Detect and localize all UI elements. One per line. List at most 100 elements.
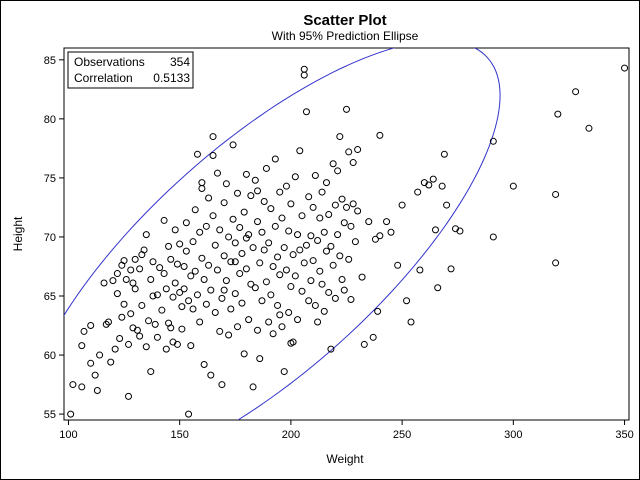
data-point xyxy=(165,319,173,327)
data-point xyxy=(238,249,246,257)
data-point xyxy=(229,215,237,223)
data-point xyxy=(316,214,324,222)
data-point xyxy=(294,231,302,239)
data-point xyxy=(104,318,112,326)
inset-observations-label: Observations xyxy=(74,55,145,69)
data-point xyxy=(621,64,629,72)
data-point xyxy=(205,261,213,269)
data-point xyxy=(254,218,262,226)
data-point xyxy=(205,194,213,202)
data-point xyxy=(267,205,275,213)
data-point xyxy=(249,244,257,252)
data-point xyxy=(276,188,284,196)
data-point xyxy=(434,284,442,292)
data-point xyxy=(300,259,308,267)
data-point xyxy=(180,285,188,293)
data-point xyxy=(107,358,115,366)
data-point xyxy=(171,226,179,234)
data-point xyxy=(258,228,266,236)
inset-observations-value: 354 xyxy=(170,55,190,69)
data-point xyxy=(213,266,221,274)
data-point xyxy=(173,260,181,268)
data-point xyxy=(182,219,190,227)
data-point xyxy=(127,266,135,274)
data-point xyxy=(274,253,282,261)
data-point xyxy=(218,381,226,389)
data-point xyxy=(127,310,135,318)
data-point xyxy=(225,331,233,339)
data-point xyxy=(554,110,562,118)
data-point xyxy=(100,279,108,287)
data-point xyxy=(265,318,273,326)
data-point xyxy=(438,182,446,190)
data-point xyxy=(138,301,146,309)
data-point xyxy=(572,88,580,96)
data-point xyxy=(267,291,275,299)
data-point xyxy=(211,241,219,249)
data-point xyxy=(265,239,273,247)
data-point xyxy=(160,270,168,278)
data-point xyxy=(340,219,348,227)
data-point xyxy=(191,206,199,214)
data-point xyxy=(278,214,286,222)
data-point xyxy=(118,313,126,321)
data-point xyxy=(193,150,201,158)
data-point xyxy=(294,316,302,324)
data-point xyxy=(271,155,279,163)
data-point xyxy=(349,159,357,167)
data-point xyxy=(111,345,119,353)
data-point xyxy=(338,195,346,203)
x-tick-label: 300 xyxy=(504,429,522,441)
data-point xyxy=(220,286,228,294)
x-tick-label: 100 xyxy=(59,429,77,441)
data-point xyxy=(318,280,326,288)
data-point xyxy=(216,226,224,234)
data-point xyxy=(247,192,255,200)
data-point xyxy=(414,188,422,196)
data-point xyxy=(231,258,239,266)
data-point xyxy=(209,212,217,220)
x-tick-label: 150 xyxy=(170,429,188,441)
data-point xyxy=(489,233,497,241)
data-point xyxy=(256,355,264,363)
data-point xyxy=(552,259,560,267)
data-point xyxy=(331,201,339,209)
y-tick-label: 65 xyxy=(44,291,56,303)
data-point xyxy=(403,297,411,305)
data-point xyxy=(443,201,451,209)
data-point xyxy=(280,244,288,252)
data-point xyxy=(296,246,304,254)
data-point xyxy=(376,232,384,240)
data-point xyxy=(262,278,270,286)
data-point xyxy=(209,151,217,159)
data-point xyxy=(325,211,333,219)
data-point xyxy=(349,200,357,208)
data-point xyxy=(296,147,304,155)
data-point xyxy=(307,277,315,285)
data-point xyxy=(156,264,164,272)
data-point xyxy=(158,306,166,314)
data-point xyxy=(336,133,344,141)
data-point xyxy=(236,270,244,278)
data-point xyxy=(336,252,344,260)
data-point xyxy=(260,246,268,254)
data-point xyxy=(109,277,117,285)
data-point xyxy=(113,290,121,298)
data-point xyxy=(302,108,310,116)
data-point xyxy=(189,238,197,246)
data-point xyxy=(211,309,219,317)
data-point xyxy=(354,146,362,154)
data-point xyxy=(311,172,319,180)
data-point xyxy=(343,105,350,113)
data-point xyxy=(218,294,226,302)
data-point xyxy=(207,371,215,379)
data-point xyxy=(416,266,424,274)
data-point xyxy=(320,228,328,236)
data-point xyxy=(140,246,148,254)
data-point xyxy=(120,300,128,308)
data-point xyxy=(347,296,355,304)
data-point xyxy=(160,216,168,224)
data-point xyxy=(376,131,384,139)
data-point xyxy=(78,342,86,350)
data-point xyxy=(187,342,195,350)
